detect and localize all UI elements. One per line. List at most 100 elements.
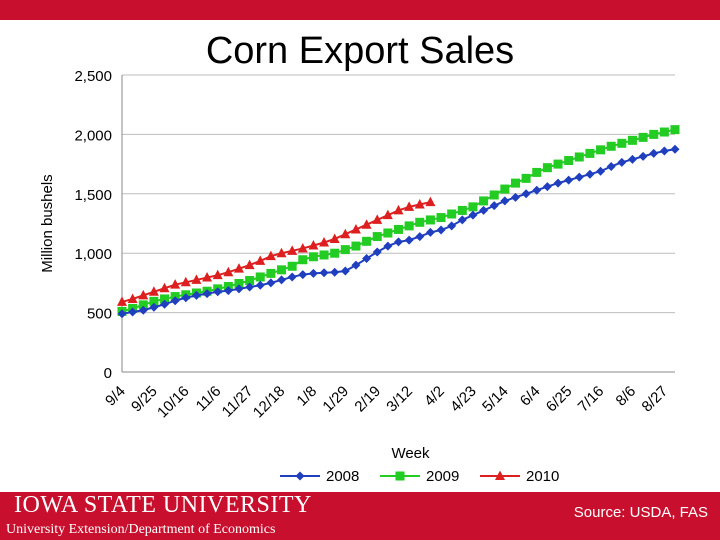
data-point-2009 <box>532 167 542 177</box>
data-point-2008 <box>223 286 233 296</box>
data-point-2008 <box>415 232 425 242</box>
x-tick-label: 7/16 <box>575 383 608 416</box>
data-point-2010 <box>393 204 404 215</box>
data-point-2009 <box>287 261 297 271</box>
x-tick-label: 9/4 <box>102 383 129 410</box>
data-point-2008 <box>436 225 446 235</box>
data-point-2009 <box>340 245 350 255</box>
data-point-2009 <box>617 138 627 148</box>
data-point-2009 <box>266 268 276 278</box>
data-point-2008 <box>649 148 659 158</box>
data-point-2008 <box>149 302 159 312</box>
legend-label-2009: 2009 <box>426 468 459 485</box>
data-point-2008 <box>298 270 308 280</box>
top-accent-bar <box>0 0 720 20</box>
data-point-2010 <box>148 286 159 296</box>
y-tick-label: 2,500 <box>74 68 112 85</box>
data-point-2010 <box>425 196 436 207</box>
data-point-2009 <box>564 156 574 166</box>
data-point-2009 <box>362 236 372 246</box>
data-point-2009 <box>447 209 457 219</box>
data-point-2008 <box>500 196 510 206</box>
data-point-2008 <box>362 254 372 264</box>
x-tick-label: 4/2 <box>421 383 448 410</box>
y-axis-title: Million bushels <box>39 174 56 272</box>
data-point-2008 <box>479 205 489 215</box>
data-point-2008 <box>564 175 574 185</box>
data-point-2009 <box>489 190 499 200</box>
x-tick-label: 4/23 <box>447 383 480 416</box>
legend-marker-2010 <box>495 470 505 480</box>
legend-marker-2009 <box>395 471 405 481</box>
x-tick-label: 8/6 <box>613 383 640 410</box>
data-point-2008 <box>468 210 478 220</box>
data-point-2010 <box>255 255 266 265</box>
data-point-2010 <box>202 272 213 282</box>
data-point-2009 <box>521 173 531 183</box>
data-point-2009 <box>659 127 669 137</box>
data-point-2008 <box>457 215 467 225</box>
data-point-2008 <box>596 166 606 176</box>
page-title: Corn Export Sales <box>205 30 515 72</box>
data-point-2010 <box>159 282 170 293</box>
data-point-2009 <box>330 248 340 258</box>
x-tick-label: 3/12 <box>383 383 416 416</box>
y-tick-label: 500 <box>87 306 112 323</box>
data-point-2009 <box>255 272 265 282</box>
data-point-2008 <box>287 272 297 282</box>
data-point-2009 <box>234 278 244 288</box>
data-point-2010 <box>329 233 340 243</box>
x-axis-title: Week <box>391 445 430 462</box>
data-point-2008 <box>213 287 223 297</box>
data-point-2009 <box>394 224 403 234</box>
data-point-2008 <box>617 157 627 167</box>
data-point-2008 <box>351 260 361 270</box>
x-tick-label: 1/8 <box>293 383 320 410</box>
data-point-2010 <box>319 237 330 247</box>
data-point-2010 <box>340 228 351 239</box>
data-point-2008 <box>245 282 255 292</box>
data-point-2008 <box>670 144 680 154</box>
footer-bar: IOWA STATE UNIVERSITY University Extensi… <box>0 492 720 540</box>
x-tick-label: 11/27 <box>219 383 257 421</box>
data-point-2009 <box>510 178 520 188</box>
data-point-2008 <box>372 247 382 257</box>
data-point-2010 <box>276 247 287 258</box>
data-point-2009 <box>404 221 414 231</box>
data-point-2008 <box>394 237 403 247</box>
data-point-2008 <box>117 309 127 319</box>
legend-label-2010: 2010 <box>526 468 559 485</box>
data-point-2009 <box>638 132 648 142</box>
x-tick-label: 8/27 <box>639 383 672 416</box>
data-point-2009 <box>277 265 287 275</box>
department-name: University Extension/Department of Econo… <box>6 522 276 537</box>
data-point-2010 <box>350 223 361 234</box>
data-point-2009 <box>606 141 616 151</box>
data-point-2010 <box>404 201 415 211</box>
data-point-2009 <box>308 252 318 262</box>
data-point-2009 <box>649 129 659 139</box>
data-point-2009 <box>415 217 425 227</box>
data-point-2008 <box>266 278 276 288</box>
data-point-2008 <box>202 289 212 299</box>
y-tick-label: 0 <box>104 365 112 382</box>
data-point-2009 <box>553 159 563 169</box>
data-point-2008 <box>585 169 595 179</box>
data-point-2008 <box>308 268 318 278</box>
data-point-2010 <box>287 245 298 255</box>
data-point-2009 <box>574 152 584 162</box>
data-point-2008 <box>138 305 148 315</box>
data-point-2010 <box>361 219 372 229</box>
data-point-2009 <box>436 213 446 223</box>
data-point-2010 <box>414 198 425 209</box>
data-point-2010 <box>191 274 202 284</box>
legend-label-2008: 2008 <box>326 468 359 485</box>
data-point-2008 <box>340 266 350 276</box>
x-tick-label: 5/14 <box>479 383 512 416</box>
data-point-2009 <box>372 232 382 242</box>
data-point-2008 <box>170 296 180 306</box>
data-point-2008 <box>319 268 329 278</box>
data-point-2009 <box>500 184 510 194</box>
data-point-2009 <box>585 148 595 158</box>
data-point-2010 <box>297 242 308 253</box>
